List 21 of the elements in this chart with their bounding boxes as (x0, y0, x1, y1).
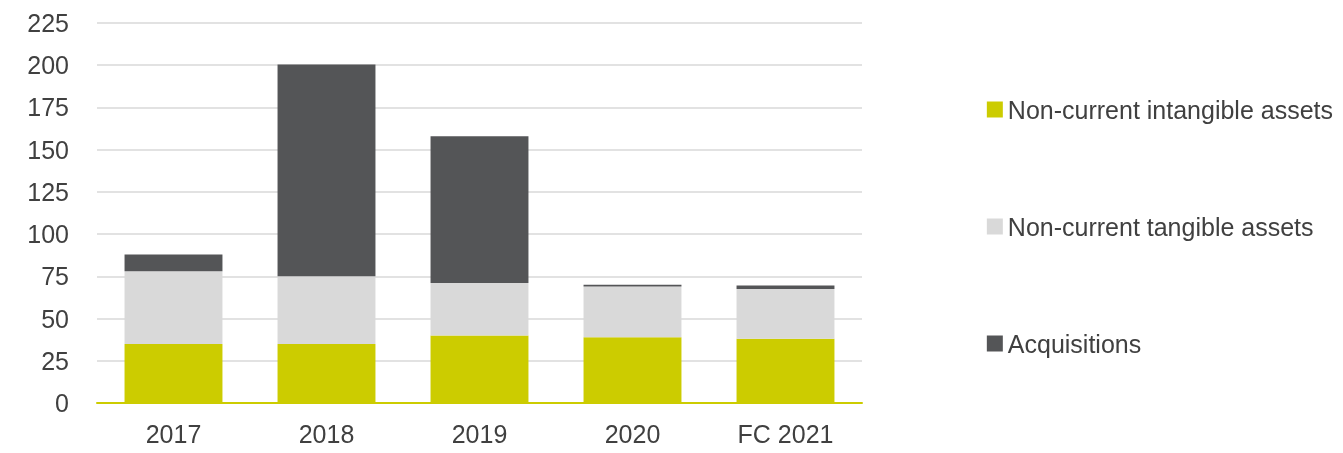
y-tick-label: 50 (41, 304, 69, 333)
y-tick-label: 0 (55, 389, 69, 417)
x-tick-label: FC 2021 (737, 419, 834, 448)
bar (277, 64, 376, 277)
y-tick-label: 200 (27, 51, 69, 80)
y-tick-label: 175 (27, 93, 69, 122)
y-tick-label: 100 (27, 220, 69, 249)
x-tick-label: 2018 (298, 419, 355, 448)
legend-label: Non-current tangible assets (1007, 212, 1314, 241)
legend-label: Non-current intangible assets (1007, 95, 1333, 124)
y-tick-label: 225 (27, 9, 69, 37)
y-tick-label: 150 (27, 135, 69, 164)
bar (124, 254, 223, 272)
y-tick-label: 125 (27, 177, 69, 206)
x-tick-label: 2019 (451, 419, 508, 448)
x-tick-label: 2017 (145, 419, 202, 448)
x-tick-label: 2020 (604, 419, 661, 448)
y-tick-label: 25 (41, 346, 69, 375)
legend-label: Acquisitions (1007, 329, 1142, 358)
y-tick-label: 75 (41, 262, 69, 291)
bar (430, 136, 529, 284)
